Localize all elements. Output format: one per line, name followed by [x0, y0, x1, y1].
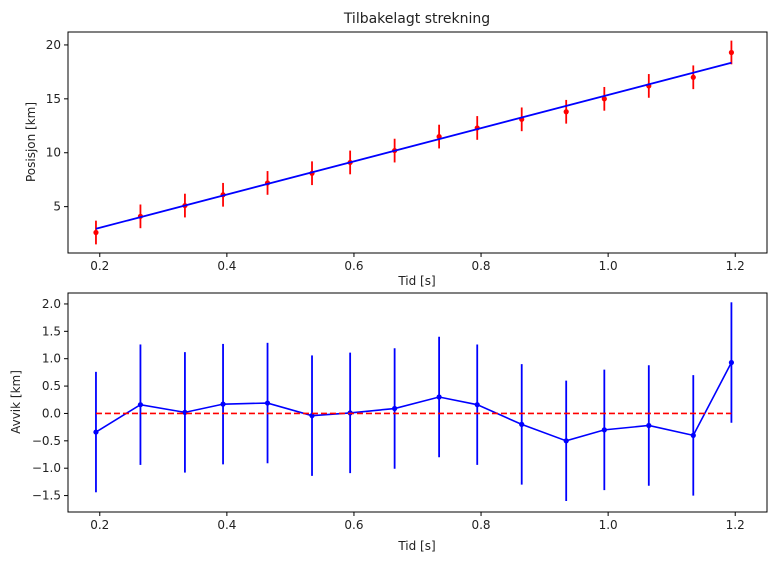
- position-x-ticks: 0.2 0.4 0.6 0.8 1.0 1.2: [90, 253, 745, 273]
- position-data-point: [728, 49, 735, 56]
- deviation-y-tick-label: 1.5: [42, 324, 61, 338]
- deviation-x-tick-label: 0.8: [471, 518, 490, 532]
- deviation-data-point: [728, 359, 735, 366]
- position-y-ticks: 5 10 15 20: [46, 38, 68, 214]
- deviation-x-tick-label: 0.4: [217, 518, 236, 532]
- chart-title: Tilbakelagt strekning: [343, 11, 490, 27]
- deviation-data-point: [93, 429, 99, 435]
- position-fit-line: [95, 61, 732, 230]
- position-x-tick-label: 0.2: [90, 259, 109, 273]
- deviation-data: [93, 302, 735, 502]
- deviation-y-ticks: 2.0 1.5 1.0 0.5 0.0 −0.5 −1.0 −1.5: [32, 297, 68, 503]
- position-data-point: [93, 229, 99, 236]
- deviation-x-tick-label: 0.2: [90, 518, 109, 532]
- deviation-x-tick-label: 1.0: [599, 518, 618, 532]
- deviation-y-tick-label: −1.0: [32, 461, 61, 475]
- position-x-tick-label: 0.4: [217, 259, 236, 273]
- deviation-data-point: [392, 405, 398, 412]
- deviation-data-point: [137, 402, 144, 408]
- deviation-x-ticks: 0.2 0.4 0.6 0.8 1.0 1.2: [90, 512, 745, 532]
- position-y-tick-label: 20: [46, 38, 61, 52]
- deviation-plot: 0.2 0.4 0.6 0.8 1.0 1.2 2.0 1.5 1.0 0.5 0.0 −0.5 −1…: [32, 292, 768, 532]
- deviation-x-tick-label: 1.2: [726, 518, 745, 532]
- deviation-data-point: [309, 413, 315, 419]
- position-plot-frame: [67, 31, 768, 254]
- deviation-data-point: [264, 400, 271, 406]
- position-y-tick-label: 5: [53, 200, 61, 214]
- deviation-data-point: [563, 438, 569, 444]
- position-y-axis-label: Posisjon [km]: [24, 102, 38, 182]
- position-x-tick-label: 1.0: [599, 259, 618, 273]
- position-x-tick-label: 0.8: [471, 259, 490, 273]
- deviation-y-tick-label: −1.5: [32, 489, 61, 503]
- deviation-y-axis-label: Avvik [km]: [9, 370, 23, 434]
- position-x-tick-label: 0.6: [344, 259, 363, 273]
- deviation-x-axis-label: Tid [s]: [397, 539, 435, 553]
- deviation-data-point: [436, 394, 442, 400]
- deviation-plot-frame: [67, 292, 768, 513]
- deviation-data-point: [601, 427, 607, 433]
- deviation-data-point: [474, 402, 480, 408]
- position-plot: 0.2 0.4 0.6 0.8 1.0 1.2 5 10 15 20: [46, 31, 768, 273]
- position-data-point: [563, 109, 569, 115]
- position-x-axis-label: Tid [s]: [397, 274, 435, 288]
- deviation-data-point: [519, 421, 525, 427]
- deviation-data-point: [220, 401, 226, 407]
- position-y-tick-label: 15: [46, 92, 61, 106]
- position-data-point: [601, 96, 607, 102]
- deviation-y-tick-label: 2.0: [42, 297, 61, 311]
- position-data-point: [690, 74, 696, 80]
- position-y-tick-label: 10: [46, 146, 61, 160]
- deviation-data-point: [690, 432, 696, 438]
- deviation-series-line: [95, 362, 733, 442]
- position-data: [93, 40, 735, 245]
- deviation-y-tick-label: 1.0: [42, 352, 61, 366]
- deviation-y-tick-label: 0.0: [42, 406, 61, 420]
- deviation-y-tick-label: −0.5: [32, 434, 61, 448]
- deviation-y-tick-label: 0.5: [42, 379, 61, 393]
- deviation-x-tick-label: 0.6: [344, 518, 363, 532]
- deviation-data-point: [646, 422, 652, 429]
- position-x-tick-label: 1.2: [726, 259, 745, 273]
